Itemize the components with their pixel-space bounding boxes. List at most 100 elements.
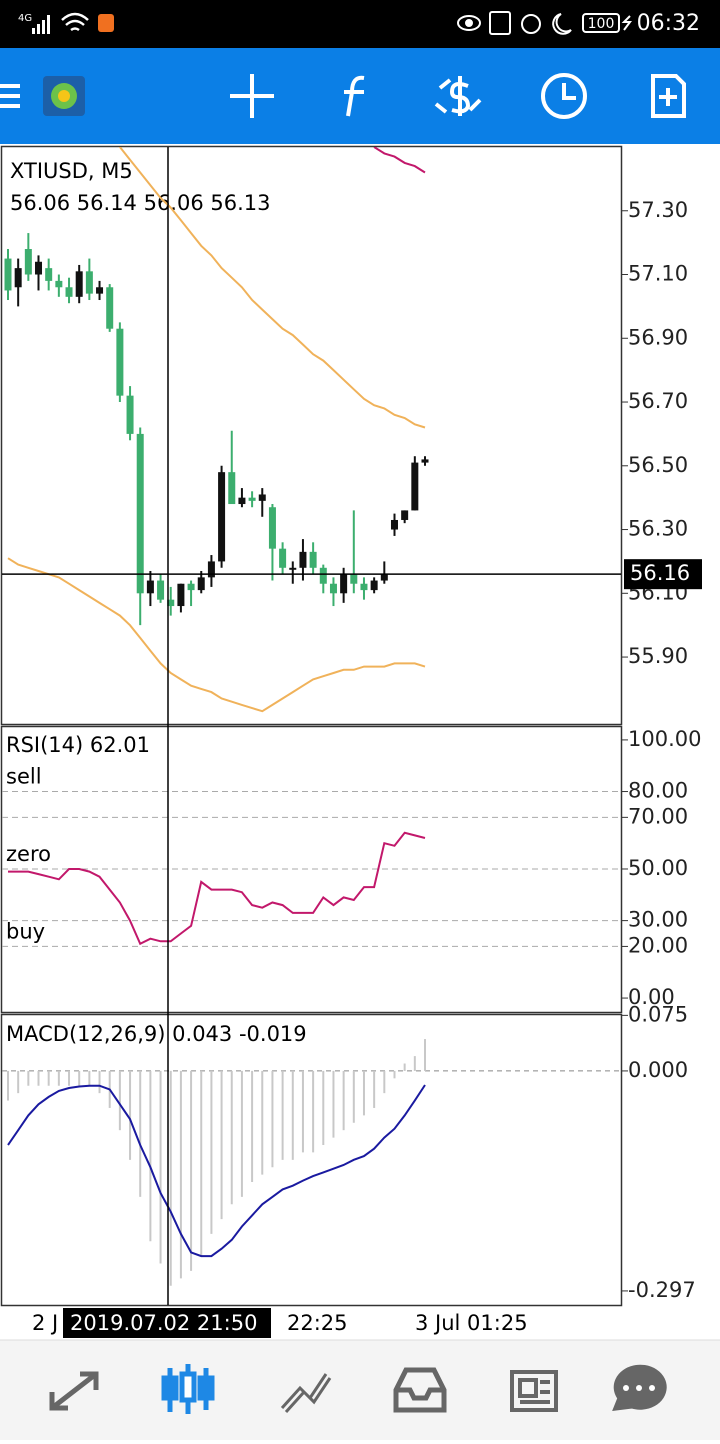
macd-plot — [2, 1039, 621, 1286]
status-bar — [0, 0, 720, 48]
candle-body — [197, 577, 205, 591]
candle-body — [401, 510, 409, 520]
candle-body — [65, 287, 73, 297]
time-badge — [63, 1308, 271, 1338]
candle-body — [421, 459, 429, 463]
candle-body — [329, 583, 337, 594]
nav-chart[interactable] — [161, 1364, 215, 1414]
app-icon — [98, 14, 114, 32]
candle-body — [207, 561, 215, 578]
y-tick-label: 20.00 — [628, 933, 688, 957]
nav-history[interactable] — [393, 1367, 447, 1413]
y-tick-label: 0.000 — [628, 1058, 688, 1082]
candle-body — [96, 287, 104, 294]
y-tick-label: -0.297 — [628, 1278, 696, 1302]
candle-body — [299, 551, 307, 568]
nav-news[interactable] — [510, 1370, 558, 1412]
candle-body — [45, 268, 53, 281]
macd-title: MACD(12,26,9) 0.043 -0.019 — [6, 1022, 307, 1046]
candle-body — [14, 268, 22, 288]
candle-body — [85, 271, 93, 294]
candle-body — [268, 507, 276, 549]
price-badge — [624, 559, 702, 590]
status-icons — [457, 11, 632, 35]
y-tick-label: 56.90 — [628, 325, 688, 349]
level-label: buy — [6, 919, 45, 943]
level-label: zero — [6, 842, 51, 866]
candle-body — [370, 580, 378, 591]
y-tick-label: 0.075 — [628, 1002, 688, 1026]
candle-body — [340, 574, 348, 594]
candle-body — [238, 497, 246, 505]
candle-body — [126, 395, 134, 434]
candle-body — [4, 258, 12, 291]
candle-body — [106, 287, 114, 329]
candle-body — [279, 548, 287, 568]
bottom-nav — [0, 1340, 720, 1440]
candle-body — [157, 580, 165, 600]
objects-button[interactable] — [651, 74, 686, 118]
y-tick-label: 80.00 — [628, 779, 688, 803]
ohlc: 56.06 56.14 56.06 56.13 — [10, 191, 271, 215]
candle-body — [177, 583, 185, 607]
rsi-line — [8, 831, 426, 946]
moving-average — [373, 147, 426, 174]
x-tick-label: 22:25 — [287, 1311, 348, 1335]
indicators-button[interactable] — [344, 75, 365, 117]
menu-button[interactable] — [0, 84, 20, 108]
trade-button[interactable] — [434, 76, 482, 116]
candle-body — [360, 583, 368, 591]
candle-body — [218, 472, 226, 562]
crosshair-price: 56.16 — [630, 561, 690, 585]
candle-body — [319, 567, 327, 584]
candle-body — [136, 433, 144, 594]
signal-line — [7, 1084, 426, 1258]
candle-body — [228, 472, 236, 505]
envelope-upper — [118, 147, 426, 429]
candle-body — [116, 328, 124, 396]
candle-body — [75, 271, 83, 297]
candle-body — [248, 497, 256, 501]
panel-frames — [0, 145, 623, 1307]
candle-body — [167, 599, 175, 607]
y-tick-label: 57.10 — [628, 262, 688, 286]
candle-body — [146, 580, 154, 594]
network: 4G — [18, 13, 32, 24]
candle-body — [289, 567, 297, 570]
y-tick-label: 57.30 — [628, 198, 688, 222]
candle-body — [187, 583, 195, 591]
x-tick-label: 2 J — [32, 1311, 58, 1335]
y-tick-label: 70.00 — [628, 804, 688, 828]
candle-body — [380, 574, 388, 581]
nav-chat[interactable] — [612, 1364, 667, 1412]
candle-body — [35, 261, 43, 275]
timeframe-button[interactable] — [541, 73, 587, 119]
wifi-icon — [61, 12, 89, 32]
y-tick-label: 0.00 — [628, 985, 675, 1009]
x-tick-label: 3 Jul 01:25 — [415, 1311, 528, 1335]
rsi-title: RSI(14) 62.01 — [6, 733, 150, 757]
toolbar — [0, 48, 720, 144]
y-tick-label: 56.70 — [628, 389, 688, 413]
candle-body — [411, 462, 419, 511]
battery: 100 — [588, 16, 615, 32]
y-tick-label: 50.00 — [628, 856, 688, 880]
level-label: sell — [6, 765, 42, 789]
main-plot — [4, 147, 429, 713]
candle-body — [55, 280, 63, 288]
candle-body — [24, 249, 32, 275]
nav-trade[interactable] — [280, 1373, 332, 1414]
rsi-plot — [2, 791, 621, 947]
y-tick-label: 55.90 — [628, 644, 688, 668]
crosshair-button[interactable] — [230, 74, 274, 118]
symbol: XTIUSD, M5 — [10, 159, 133, 183]
y-tick-label: 30.00 — [628, 908, 688, 932]
nav-quotes[interactable] — [49, 1371, 99, 1411]
app-logo[interactable] — [43, 76, 85, 116]
y-tick-label: 56.30 — [628, 517, 688, 541]
envelope-lower — [7, 557, 426, 713]
candle-body — [309, 551, 317, 568]
crosshair-time: 2019.07.02 21:50 — [70, 1311, 257, 1335]
signal-icon — [32, 15, 50, 34]
